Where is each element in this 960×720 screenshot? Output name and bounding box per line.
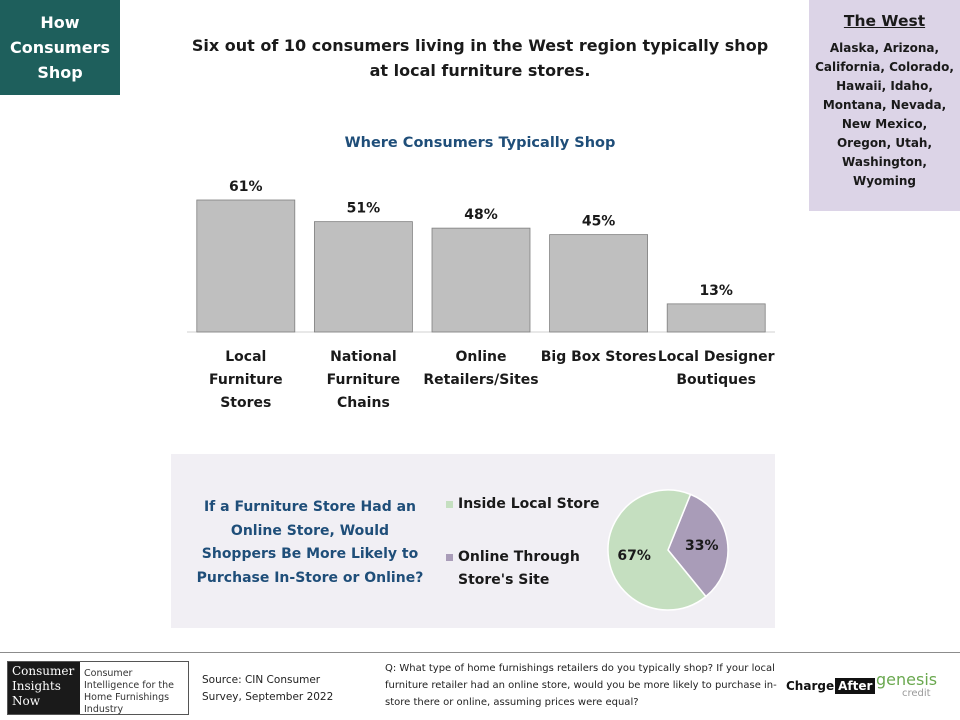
bar-value-label: 61% <box>229 179 263 195</box>
pie-slice <box>607 489 707 611</box>
legend-item-online-through-store-site: Online Through Store's Site <box>446 546 598 592</box>
genesis-credit-logo: genesis <box>876 670 938 689</box>
legend-label: Online Through Store's Site <box>458 549 580 588</box>
headline: Six out of 10 consumers living in the We… <box>191 36 769 80</box>
bar-category-label: Local Furniture Stores <box>209 349 283 411</box>
bar-value-label: 45% <box>582 214 616 230</box>
bar <box>196 199 296 333</box>
source-note: Source: CIN Consumer Survey, September 2… <box>202 674 334 703</box>
bar <box>313 221 413 333</box>
chargeafter-logo-text: Charge <box>786 679 835 693</box>
legend-label: Inside Local Store <box>458 496 600 512</box>
bar-category-label: Big Box Stores <box>540 349 657 365</box>
logo-tagline: Consumer Intelligence for the Home Furni… <box>84 668 174 715</box>
bar-value-label: 48% <box>464 207 498 223</box>
footer-divider <box>0 652 960 653</box>
bar-value-label: 51% <box>347 201 381 217</box>
bar-chart-title: Where Consumers Typically Shop <box>344 135 616 151</box>
section-tag-line: Shop <box>37 63 83 82</box>
genesis-credit-logo-sub: credit <box>902 688 931 699</box>
bar <box>666 303 766 333</box>
bar-category-label: National Furniture Chains <box>326 349 401 411</box>
bar-category-label: Local Designer Boutiques <box>657 349 775 388</box>
region-states: Alaska, Arizona, California, Colorado, H… <box>815 41 954 188</box>
chargeafter-logo-highlight: After <box>835 678 876 694</box>
logo-wordmark: Consumer Insights Now <box>8 662 80 714</box>
legend-swatch <box>446 554 453 561</box>
consumer-insights-now-logo: Consumer Insights Now Consumer Intellige… <box>7 661 189 715</box>
pie-value-label: 33% <box>685 538 719 554</box>
section-tag-line: Consumers <box>10 38 110 57</box>
section-tag: How Consumers Shop <box>0 0 120 95</box>
pie-chart-title: If a Furniture Store Had an Online Store… <box>196 499 424 586</box>
bar-value-label: 13% <box>699 283 733 299</box>
bar-chart: 61% 51% 48% 45% 13% <box>187 179 775 333</box>
chargeafter-logo: Charge After <box>786 678 876 694</box>
pie-slice <box>667 493 729 598</box>
legend-item-inside-local-store: Inside Local Store <box>446 493 600 516</box>
bar <box>431 227 531 333</box>
bar <box>549 234 648 333</box>
pie-value-label: 67% <box>617 548 651 564</box>
legend-swatch <box>446 501 453 508</box>
survey-question-note: Q: What type of home furnishings retaile… <box>385 663 777 708</box>
section-tag-line: How <box>40 13 80 32</box>
region-title: The West <box>843 12 926 30</box>
bar-category-label: Online Retailers/Sites <box>423 349 539 388</box>
region-box: The West Alaska, Arizona, California, Co… <box>809 0 960 211</box>
